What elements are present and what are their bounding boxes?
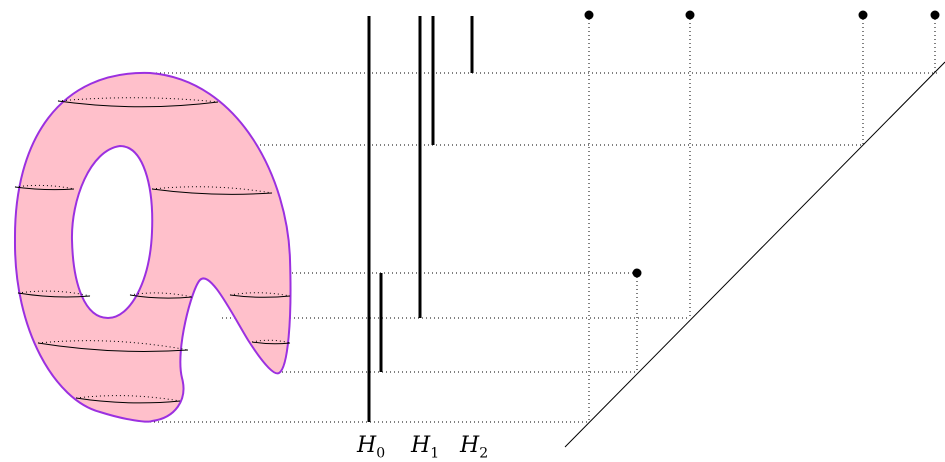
horizontal-guides [120,72,940,423]
label-h1-index: 1 [430,445,440,462]
label-h0-index: 0 [376,445,386,462]
point-1 [584,10,594,20]
label-h2-letter: H [460,433,480,458]
level-curve-3c-front [229,294,291,298]
persistence-points [584,10,940,278]
level-curves [14,97,291,404]
level-curve-3a-back [17,290,91,297]
label-h2: H2 [460,433,488,461]
surface-body [13,71,292,423]
level-curve-2a-front [14,186,75,191]
label-h1-letter: H [411,433,431,458]
level-curve-5-back [75,395,181,402]
point-5 [632,268,642,278]
point-4 [930,10,940,20]
level-curve-3b-front [129,294,193,299]
level-curve-1-back [57,97,219,103]
barcode [367,16,474,422]
label-h2-index: 2 [479,445,489,462]
point-3 [858,10,868,20]
surface-shape [13,71,292,423]
label-h1: H1 [411,433,439,461]
level-curve-4b-front [251,341,291,345]
diagonal-line [564,61,945,448]
level-curve-4a-front [37,342,189,352]
level-curve-3a-front [17,292,91,298]
level-curve-2b-front [151,188,273,195]
vertical-guides [588,15,936,422]
label-h0-letter: H [357,433,377,458]
label-h0: H0 [357,433,385,461]
level-curve-2b-back [151,186,273,194]
level-curve-5-front [75,397,181,404]
point-2 [685,10,695,20]
level-curve-1-front [57,100,219,108]
